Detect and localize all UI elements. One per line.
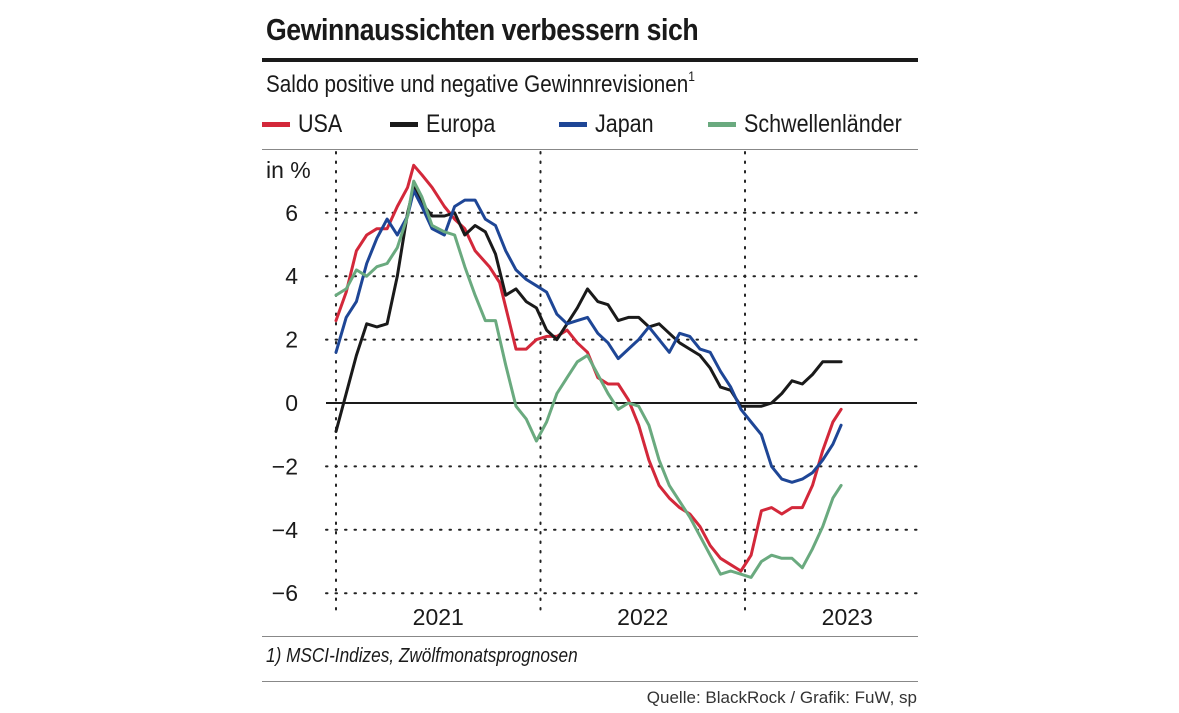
y-tick-label: −4 <box>272 517 298 543</box>
legend-item-usa: USA <box>262 110 349 139</box>
x-tick-label: 2022 <box>617 604 668 630</box>
chart-subtitle: Saldo positive und negative Gewinnrevisi… <box>266 68 695 99</box>
footnote: 1) MSCI-Indizes, Zwölfmonatsprognosen <box>266 645 578 667</box>
footnote-rule <box>262 681 918 682</box>
legend-label-japan: Japan <box>595 110 654 138</box>
legend-swatch-japan <box>559 122 587 127</box>
legend-item-japan: Japan <box>559 110 663 139</box>
series-line-schwellenlaender <box>334 179 843 579</box>
legend-item-schwellenlaender: Schwellenländer <box>708 110 927 139</box>
y-tick-label: −6 <box>272 580 298 606</box>
legend: USA Europa Japan Schwellenländer <box>262 110 922 144</box>
legend-swatch-usa <box>262 122 290 127</box>
y-tick-label: 2 <box>285 327 298 353</box>
legend-label-europa: Europa <box>426 110 496 138</box>
chart-title: Gewinnaussichten verbessern sich <box>266 12 699 47</box>
source-credit: Quelle: BlackRock / Grafik: FuW, sp <box>646 688 917 707</box>
series-line-usa <box>334 163 843 573</box>
y-tick-label: −2 <box>272 453 298 479</box>
series-line-japan <box>334 189 843 484</box>
legend-item-europa: Europa <box>390 110 507 139</box>
y-tick-label: 0 <box>285 390 298 416</box>
y-tick-label: 4 <box>285 263 298 289</box>
legend-rule <box>262 149 918 150</box>
legend-label-schwellenlaender: Schwellenländer <box>744 110 902 138</box>
y-axis-unit-label: in % <box>266 157 311 183</box>
legend-label-usa: USA <box>298 110 343 138</box>
legend-swatch-schwellenlaender <box>708 122 736 127</box>
legend-swatch-europa <box>390 122 418 127</box>
subtitle-text: Saldo positive und negative Gewinnrevisi… <box>266 71 689 98</box>
title-rule <box>262 58 918 62</box>
y-tick-label: 6 <box>285 200 298 226</box>
footnote-marker: 1 <box>688 68 695 84</box>
series-line-europa <box>334 185 843 433</box>
x-tick-label: 2023 <box>822 604 873 630</box>
axis-bottom-rule <box>262 636 918 637</box>
x-tick-label: 2021 <box>413 604 464 630</box>
